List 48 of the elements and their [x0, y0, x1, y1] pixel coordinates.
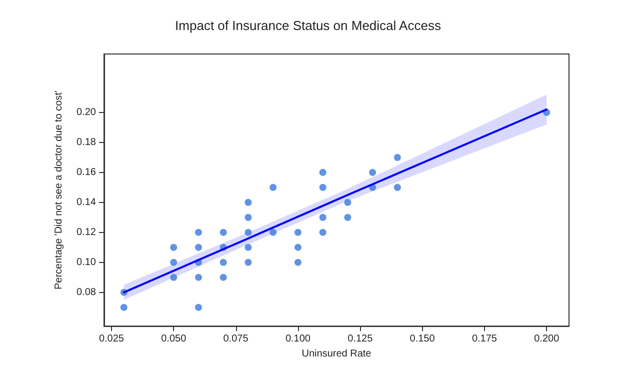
point — [294, 228, 302, 236]
x-tick-label: 0.125 — [348, 334, 374, 345]
x-tick-label: 0.025 — [98, 334, 124, 345]
x-tick-label: 0.150 — [410, 334, 436, 345]
point — [220, 258, 227, 266]
point — [120, 304, 128, 311]
point — [244, 198, 252, 206]
point — [270, 184, 277, 191]
y-tick-label: 0.18 — [76, 136, 96, 148]
y-tick-label: 0.12 — [76, 226, 96, 238]
chart-title: Impact of Insurance Status on Medical Access — [175, 18, 442, 33]
x-tick-label: 0.175 — [472, 334, 498, 345]
point — [195, 228, 202, 236]
point — [294, 244, 302, 251]
point — [195, 274, 202, 281]
point — [294, 258, 302, 266]
y-tick-label: 0.08 — [76, 286, 96, 298]
y-tick-label: 0.20 — [76, 106, 96, 118]
point — [170, 258, 178, 266]
point — [170, 274, 178, 281]
x-tick-label: 0.200 — [534, 334, 560, 345]
point — [244, 258, 252, 266]
point — [344, 198, 352, 206]
point — [170, 244, 178, 251]
point — [319, 228, 326, 236]
point — [394, 184, 401, 191]
y-tick-label: 0.14 — [76, 196, 96, 208]
point — [220, 274, 227, 281]
x-tick-label: 0.050 — [161, 334, 187, 345]
y-axis-title: Percentage 'Did not see a doctor due to cost' — [54, 90, 64, 290]
point — [244, 214, 252, 221]
x-tick-label: 0.075 — [223, 334, 249, 345]
point — [270, 228, 277, 236]
point — [319, 168, 326, 176]
point — [244, 244, 252, 251]
point — [344, 214, 352, 221]
point — [220, 228, 227, 236]
point — [244, 228, 252, 236]
point — [319, 214, 326, 221]
x-axis-title: Uninsured Rate — [302, 348, 372, 360]
point — [394, 154, 401, 161]
point — [369, 168, 376, 176]
point — [319, 184, 326, 191]
point — [195, 304, 202, 311]
point — [195, 244, 202, 251]
x-tick-label: 0.100 — [285, 334, 311, 345]
y-tick-label: 0.10 — [76, 256, 96, 268]
y-tick-label: 0.16 — [76, 166, 96, 178]
